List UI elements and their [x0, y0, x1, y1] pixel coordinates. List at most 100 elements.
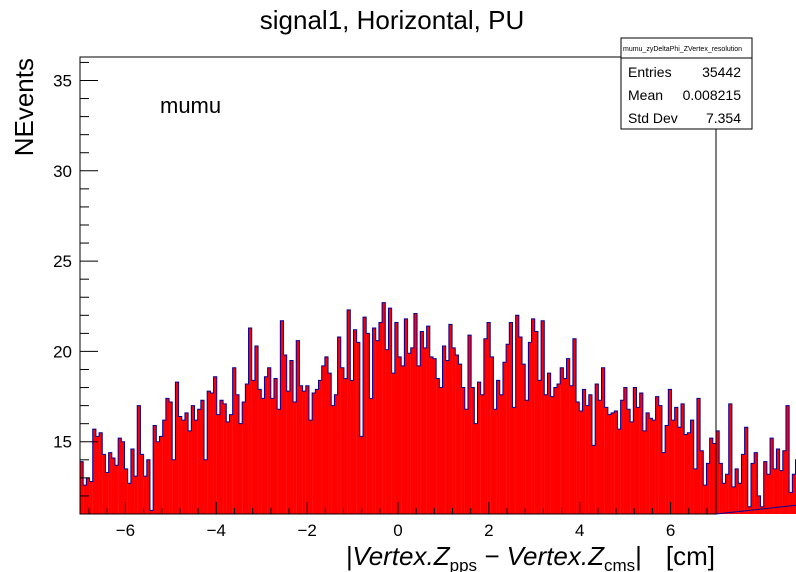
histogram-bars [79, 302, 796, 515]
histogram-bin [328, 373, 332, 514]
histogram-bin [178, 416, 182, 514]
histogram-bin [499, 394, 504, 514]
histogram-bin [534, 331, 539, 514]
stats-stddev-label: Std Dev [628, 110, 678, 126]
histogram-bin [601, 367, 605, 514]
stats-entries-label: Entries [628, 64, 672, 80]
histogram-bin [280, 320, 284, 514]
histogram-bin [146, 459, 151, 514]
histogram-bin [525, 400, 529, 514]
histogram-bin [474, 423, 478, 514]
histogram-bin [630, 421, 634, 514]
histogram-bin [728, 403, 733, 514]
histogram-bin [92, 429, 97, 514]
histogram-bin [642, 430, 647, 514]
stats-entries-value: 35442 [702, 64, 741, 80]
histogram-bin [366, 333, 370, 514]
histogram-bin [636, 407, 640, 514]
histogram-bin [700, 450, 704, 514]
histogram-bin [709, 438, 713, 514]
histogram-bin [398, 356, 402, 514]
histogram-bin [353, 329, 357, 514]
x-tick-label: 0 [393, 521, 402, 540]
histogram-bin [458, 364, 462, 514]
histogram-bin [735, 468, 739, 514]
histogram-bin [725, 474, 729, 514]
histogram-bin [80, 461, 84, 514]
histogram-bin [496, 380, 500, 514]
histogram-bin [572, 338, 577, 514]
histogram-bin [426, 326, 430, 514]
histogram-bin [785, 405, 790, 514]
histogram-bin [83, 485, 87, 514]
histogram-bin [550, 396, 554, 514]
histogram-bin [121, 441, 125, 514]
histogram-bin [652, 420, 656, 514]
histogram-bin [445, 360, 450, 514]
histogram-bin [591, 445, 596, 514]
histogram-bin [369, 398, 373, 514]
histogram-bin [782, 450, 787, 514]
histogram-bin [420, 331, 424, 514]
histogram-bin [207, 391, 211, 514]
y-tick-label: 20 [53, 342, 72, 361]
histogram-bin [289, 360, 294, 514]
histogram-bin [248, 327, 252, 514]
histogram-bin [273, 378, 278, 514]
histogram-bin [480, 394, 485, 514]
histogram-bin [169, 402, 173, 514]
histogram-bin [200, 400, 205, 514]
histogram-bin [515, 315, 519, 514]
histogram-bin [617, 429, 621, 514]
histogram-bin [219, 400, 224, 514]
histogram-bin [703, 485, 707, 514]
histogram-bin [531, 318, 535, 514]
histogram-bin [172, 459, 176, 514]
histogram-bin [318, 380, 322, 514]
histogram-bin [776, 448, 780, 514]
histogram-bin [159, 436, 163, 514]
histogram-bin [509, 322, 513, 514]
y-tick-label: 35 [53, 71, 72, 90]
histogram-bin [315, 389, 319, 514]
histogram-bin [127, 483, 132, 514]
histogram-bin [502, 362, 507, 514]
histogram-bin [487, 322, 491, 514]
y-tick-label: 25 [53, 252, 72, 271]
histogram-bin [585, 405, 589, 514]
histogram-bin [757, 495, 761, 514]
x-axis-label-sub2: cms [604, 556, 635, 572]
histogram-bin [226, 421, 230, 514]
histogram-bin [283, 355, 287, 514]
channel-annotation: mumu [160, 93, 221, 118]
histogram-bin [417, 365, 421, 514]
histogram-bin [165, 398, 170, 514]
y-tick-label: 30 [53, 162, 72, 181]
histogram-bin [646, 412, 650, 514]
histogram-bin [302, 391, 306, 514]
histogram-bin [461, 387, 465, 514]
histogram-bin [779, 470, 783, 514]
histogram-bin [452, 347, 456, 514]
chart-title: signal1, Horizontal, PU [260, 5, 524, 35]
histogram-bin [204, 459, 208, 514]
x-tick-label: −2 [297, 521, 316, 540]
x-axis-label-prefix: |Vertex.Z [346, 541, 451, 571]
histogram-bin [130, 448, 135, 514]
y-axis: 15 20 25 30 35 [53, 61, 98, 515]
histogram-bin [588, 394, 593, 514]
histogram-bin [254, 346, 259, 514]
histogram-bin [483, 338, 488, 514]
histogram-bin [296, 340, 300, 514]
stats-mean-label: Mean [628, 87, 663, 103]
histogram-bin [557, 383, 561, 514]
histogram-bin [681, 403, 685, 514]
histogram-bin [114, 465, 119, 514]
histogram-bin [719, 463, 723, 514]
histogram-bin [639, 392, 644, 514]
histogram-bin [331, 405, 335, 514]
histogram-bin [684, 434, 688, 514]
histogram-bin [553, 387, 558, 514]
x-tick-label: 4 [575, 521, 584, 540]
histogram-bin [611, 412, 615, 514]
